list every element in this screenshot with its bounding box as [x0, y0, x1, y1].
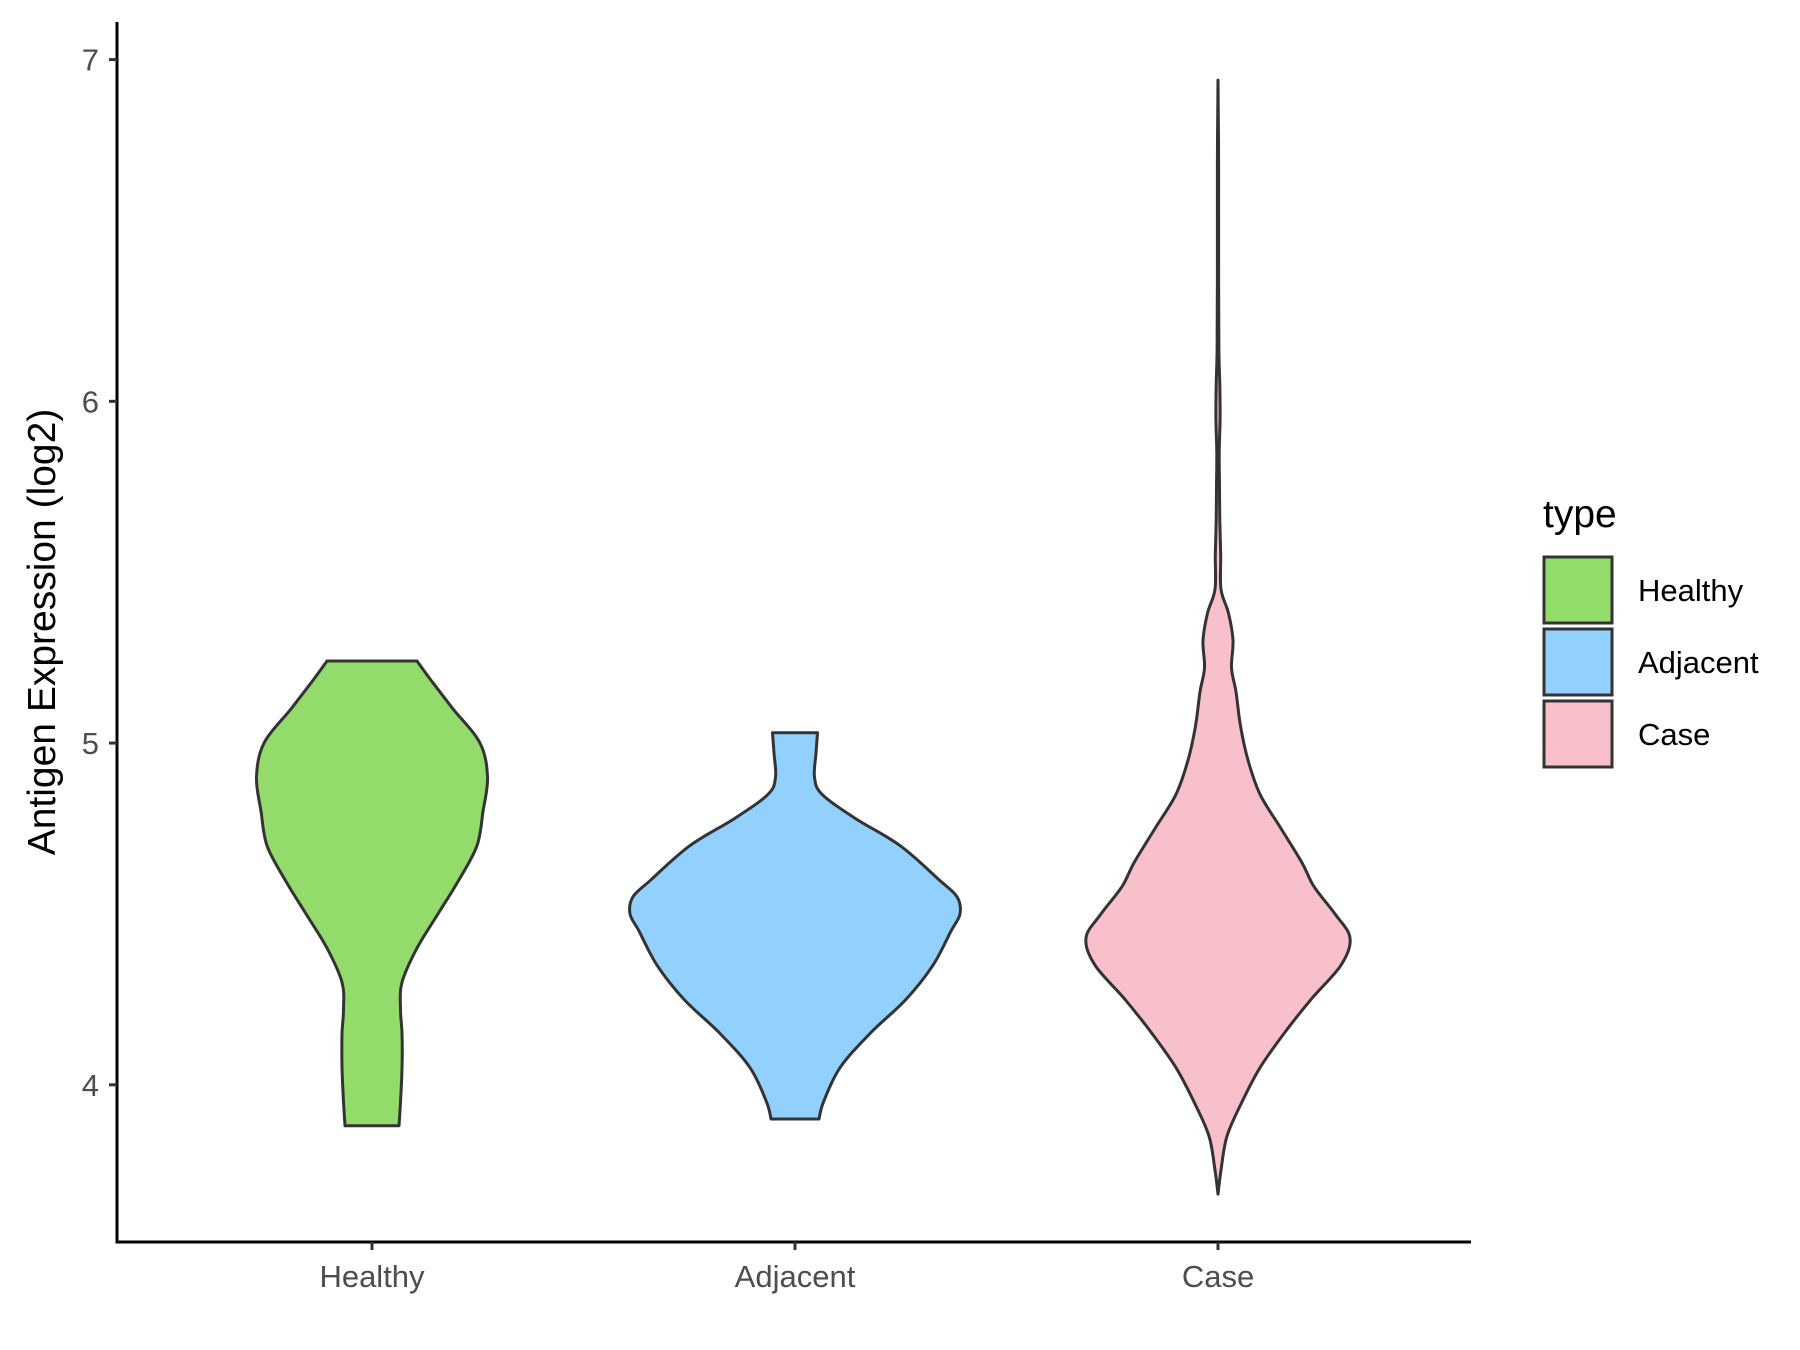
legend-swatch	[1542, 699, 1614, 769]
violin-layer	[254, 78, 1352, 1196]
x-tick-label: Healthy	[319, 1259, 425, 1294]
x-tick-label: Adjacent	[735, 1259, 856, 1294]
violin-healthy	[254, 659, 490, 1128]
violin-case	[1084, 78, 1352, 1196]
violin-adjacent	[628, 731, 962, 1121]
y-tick-label: 4	[82, 1068, 99, 1103]
x-ticks: Healthy Adjacent Case	[319, 1242, 1254, 1294]
y-ticks: 4 5 6 7	[82, 43, 117, 1103]
axes	[115, 22, 1471, 1244]
legend-label: Healthy	[1638, 573, 1744, 608]
legend-label: Adjacent	[1638, 645, 1759, 680]
y-axis-title: Antigen Expression (log2)	[21, 409, 64, 856]
legend-label: Case	[1638, 717, 1710, 752]
y-tick-label: 7	[82, 43, 99, 78]
y-tick-label: 6	[82, 384, 99, 419]
legend-title: type	[1543, 493, 1617, 536]
x-tick-label: Case	[1182, 1259, 1254, 1294]
y-tick-label: 5	[82, 726, 99, 761]
legend-swatch	[1542, 627, 1614, 697]
legend: type Healthy Adjacent Case	[1542, 493, 1759, 769]
legend-swatch	[1542, 555, 1614, 625]
